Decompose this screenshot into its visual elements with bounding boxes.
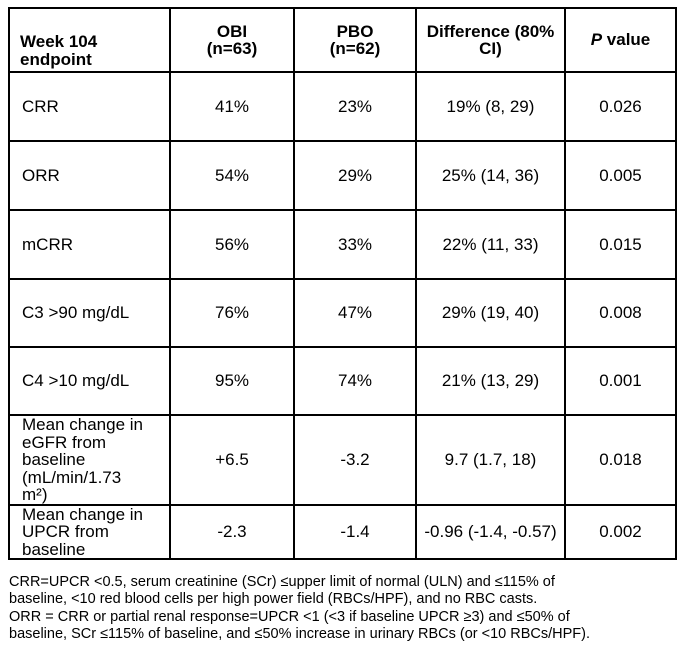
p-value-cell: 0.015 [564,209,677,280]
table-row: C4 >10 mg/dL 95% 74% 21% (13, 29) 0.001 [8,346,677,416]
pbo-value-cell: -1.4 [293,503,417,560]
header-p-rest: value [602,30,651,50]
obi-value-cell: 54% [169,140,295,211]
pbo-value-cell: -3.2 [293,414,417,506]
table-row: C3 >90 mg/dL 76% 47% 29% (19, 40) 0.008 [8,278,677,348]
pbo-value-cell: 47% [293,278,417,348]
table-row: CRR 41% 23% 19% (8, 29) 0.026 [8,71,677,142]
obi-value-cell: 41% [169,71,295,142]
obi-value-cell: 95% [169,346,295,416]
table-row: Mean change in UPCR from baseline -2.3 -… [8,503,677,560]
difference-cell: 29% (19, 40) [415,278,566,348]
difference-cell: 22% (11, 33) [415,209,566,280]
difference-cell: 25% (14, 36) [415,140,566,211]
header-pbo-n: (n=62) [329,39,381,58]
pbo-value-cell: 74% [293,346,417,416]
footnote-line: ORR = CRR or partial renal response=UPCR… [9,608,570,625]
footnote-line: mCRR = UPCR <0.5, SCr ≤ ULN. [9,644,688,645]
p-value-cell: 0.001 [564,346,677,416]
table-row: mCRR 56% 33% 22% (11, 33) 0.015 [8,209,677,280]
header-obi: OBI (n=63) [169,7,295,73]
header-endpoint: Week 104 endpoint [8,7,171,73]
p-value-cell: 0.018 [564,414,677,506]
p-value-cell: 0.026 [564,71,677,142]
header-pbo: PBO (n=62) [293,7,417,73]
header-difference-label: Difference (80% CI) [426,21,555,58]
header-row: Week 104 endpoint OBI (n=63) PBO (n=62) … [8,7,677,73]
header-pbo-label: PBO [336,21,374,41]
p-value-cell: 0.005 [564,140,677,211]
results-table: Week 104 endpoint OBI (n=63) PBO (n=62) … [8,7,677,560]
difference-cell: -0.96 (-1.4, -0.57) [415,503,566,560]
table-row: ORR 54% 29% 25% (14, 36) 0.005 [8,140,677,211]
endpoint-cell: Mean change in eGFR from baseline (mL/mi… [8,414,171,506]
header-p-italic: P [590,30,603,50]
difference-cell: 9.7 (1.7, 18) [415,414,566,506]
p-value-cell: 0.002 [564,503,677,560]
obi-value-cell: 76% [169,278,295,348]
pbo-value-cell: 23% [293,71,417,142]
endpoint-cell: C3 >90 mg/dL [8,278,171,348]
endpoint-cell: Mean change in UPCR from baseline [8,503,171,560]
obi-value-cell: +6.5 [169,414,295,506]
header-p-value: P value [564,7,677,73]
footnote-line: baseline, <10 red blood cells per high p… [9,591,538,608]
pbo-value-cell: 33% [293,209,417,280]
endpoint-cell: CRR [8,71,171,142]
difference-cell: 19% (8, 29) [415,71,566,142]
table-row: Mean change in eGFR from baseline (mL/mi… [8,414,677,506]
endpoint-cell: C4 >10 mg/dL [8,346,171,416]
footnote-line: CRR=UPCR <0.5, serum creatinine (SCr) ≤u… [9,574,555,590]
obi-value-cell: 56% [169,209,295,280]
pbo-value-cell: 29% [293,140,417,211]
header-obi-n: (n=63) [206,39,258,58]
header-obi-label: OBI [216,21,248,41]
footnotes: CRR=UPCR <0.5, serum creatinine (SCr) ≤u… [9,574,688,645]
p-value-cell: 0.008 [564,278,677,348]
obi-value-cell: -2.3 [169,503,295,560]
endpoint-cell: ORR [8,140,171,211]
difference-cell: 21% (13, 29) [415,346,566,416]
header-endpoint-label: Week 104 endpoint [20,32,98,69]
footnote-line: baseline, SCr ≤115% of baseline, and ≤50… [9,626,591,643]
header-difference: Difference (80% CI) [415,7,566,73]
endpoint-cell: mCRR [8,209,171,280]
